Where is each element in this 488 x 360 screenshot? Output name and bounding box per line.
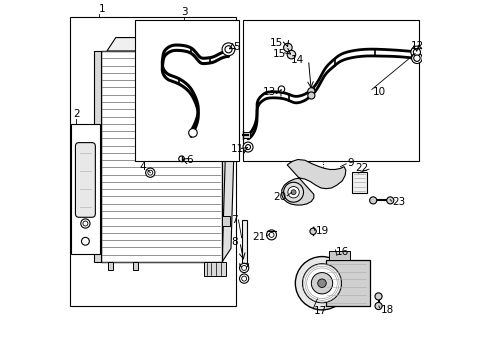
Bar — [351, 172, 366, 193]
Circle shape — [268, 233, 273, 237]
Circle shape — [239, 274, 248, 283]
Bar — [132, 262, 138, 270]
Circle shape — [243, 142, 252, 152]
Bar — [204, 262, 225, 276]
Circle shape — [147, 170, 152, 175]
Text: 9: 9 — [346, 158, 353, 168]
Text: 4: 4 — [140, 162, 146, 172]
Circle shape — [145, 168, 155, 177]
Text: 22: 22 — [354, 163, 367, 174]
Circle shape — [374, 293, 381, 300]
Text: 17: 17 — [313, 306, 326, 316]
Bar — [241, 220, 246, 262]
Bar — [325, 260, 369, 306]
Text: 6: 6 — [185, 155, 192, 165]
Bar — [222, 216, 230, 226]
Circle shape — [307, 92, 314, 99]
Circle shape — [266, 230, 276, 240]
Text: 3: 3 — [181, 7, 187, 17]
Circle shape — [410, 46, 422, 58]
Text: 20: 20 — [273, 192, 286, 202]
Text: 8: 8 — [230, 237, 237, 247]
Bar — [242, 20, 419, 161]
Circle shape — [302, 264, 341, 303]
Circle shape — [178, 156, 184, 162]
Circle shape — [224, 46, 232, 53]
Circle shape — [278, 86, 284, 92]
Text: 18: 18 — [380, 305, 393, 315]
Circle shape — [317, 279, 325, 288]
Circle shape — [283, 43, 291, 52]
Bar — [70, 17, 236, 306]
Text: 23: 23 — [391, 197, 405, 207]
Text: 12: 12 — [410, 41, 423, 51]
Text: 10: 10 — [372, 87, 385, 97]
Bar — [101, 51, 222, 262]
Text: 11: 11 — [231, 144, 244, 154]
Text: 7: 7 — [230, 215, 237, 225]
Circle shape — [188, 129, 197, 137]
Text: 14: 14 — [290, 55, 304, 65]
Circle shape — [287, 186, 299, 198]
Bar — [222, 80, 230, 90]
Circle shape — [386, 197, 393, 204]
Text: 1: 1 — [99, 4, 105, 14]
Circle shape — [374, 302, 381, 310]
Polygon shape — [107, 37, 237, 51]
Text: 16: 16 — [336, 247, 349, 257]
Text: 21: 21 — [252, 232, 265, 242]
Bar — [328, 251, 350, 260]
Circle shape — [81, 219, 90, 228]
Circle shape — [413, 55, 419, 62]
Circle shape — [311, 273, 332, 294]
Text: 2: 2 — [73, 109, 80, 119]
Circle shape — [241, 265, 246, 270]
Circle shape — [307, 88, 314, 95]
Polygon shape — [222, 37, 237, 262]
FancyBboxPatch shape — [75, 143, 95, 217]
Polygon shape — [281, 159, 345, 205]
Circle shape — [239, 263, 248, 273]
Text: 13: 13 — [263, 87, 276, 97]
Bar — [243, 132, 249, 138]
Bar — [71, 124, 100, 254]
Bar — [94, 51, 101, 262]
Circle shape — [309, 228, 316, 234]
Text: 15: 15 — [269, 38, 283, 48]
Circle shape — [83, 221, 88, 226]
Circle shape — [245, 145, 250, 149]
Circle shape — [81, 237, 89, 245]
Circle shape — [283, 182, 303, 202]
Circle shape — [222, 43, 234, 56]
Circle shape — [290, 190, 295, 195]
Circle shape — [412, 49, 420, 56]
Circle shape — [286, 50, 295, 59]
Circle shape — [241, 276, 246, 281]
Circle shape — [295, 257, 348, 310]
Circle shape — [411, 53, 422, 63]
Bar — [135, 20, 238, 161]
Bar — [107, 262, 113, 270]
Circle shape — [369, 197, 376, 204]
Text: 15: 15 — [273, 49, 286, 59]
Text: 19: 19 — [315, 226, 328, 236]
Text: 5: 5 — [233, 42, 239, 52]
